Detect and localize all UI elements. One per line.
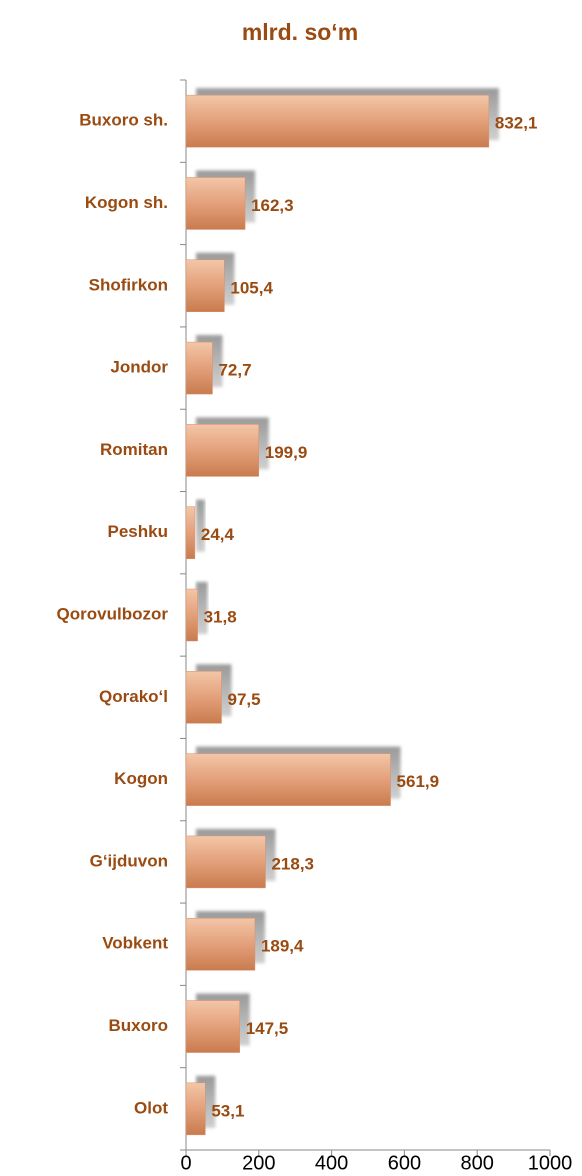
bar-shadow [196, 582, 208, 634]
x-tick-label: 800 [461, 1152, 494, 1174]
value-label: 72,7 [218, 361, 251, 380]
y-tick-label: Shofirkon [89, 275, 168, 294]
bar [185, 506, 196, 559]
bar [185, 917, 256, 971]
x-tick-label: 200 [242, 1152, 275, 1174]
bar [185, 753, 391, 806]
value-label: 218,3 [271, 854, 314, 873]
x-tick-label: 400 [315, 1152, 348, 1174]
y-tick-label: Kogon [114, 769, 168, 788]
bar [185, 259, 225, 313]
value-label: 53,1 [211, 1101, 244, 1120]
bar [185, 1082, 206, 1136]
value-label: 97,5 [227, 690, 260, 709]
bar [185, 424, 260, 477]
x-tick-label: 1000 [528, 1152, 573, 1174]
value-label: 147,5 [246, 1019, 289, 1038]
bar-shadow [196, 499, 205, 552]
y-tick-label: Kogon sh. [85, 193, 168, 212]
x-tick-label: 0 [180, 1152, 191, 1174]
bar [185, 341, 213, 395]
y-tick-label: Buxoro sh. [79, 111, 168, 130]
y-tick-label: Qorako‘l [99, 687, 168, 706]
chart-title: mlrd. so‘m [242, 19, 358, 45]
value-label: 105,4 [230, 278, 273, 297]
bar [185, 671, 222, 724]
y-tick-label: Olot [134, 1098, 168, 1117]
y-tick-label: Buxoro [109, 1016, 169, 1035]
y-tick-label: Qorovulbozor [57, 604, 169, 623]
y-tick-label: Jondor [110, 358, 168, 377]
value-label: 561,9 [397, 772, 440, 791]
y-tick-label: Vobkent [102, 934, 168, 953]
bar [185, 1000, 240, 1053]
value-label: 189,4 [261, 937, 304, 956]
value-label: 162,3 [251, 196, 294, 215]
y-tick-label: Peshku [108, 522, 168, 541]
bar [185, 177, 246, 230]
value-label: 199,9 [265, 443, 308, 462]
value-label: 24,4 [201, 525, 235, 544]
x-tick-label: 600 [388, 1152, 421, 1174]
y-tick-label: G‘ijduvon [90, 851, 168, 870]
value-label: 832,1 [495, 114, 538, 133]
y-tick-label: Romitan [100, 440, 168, 459]
bar [185, 588, 198, 642]
value-label: 31,8 [204, 607, 237, 626]
bar [185, 94, 490, 148]
bar [185, 835, 266, 889]
